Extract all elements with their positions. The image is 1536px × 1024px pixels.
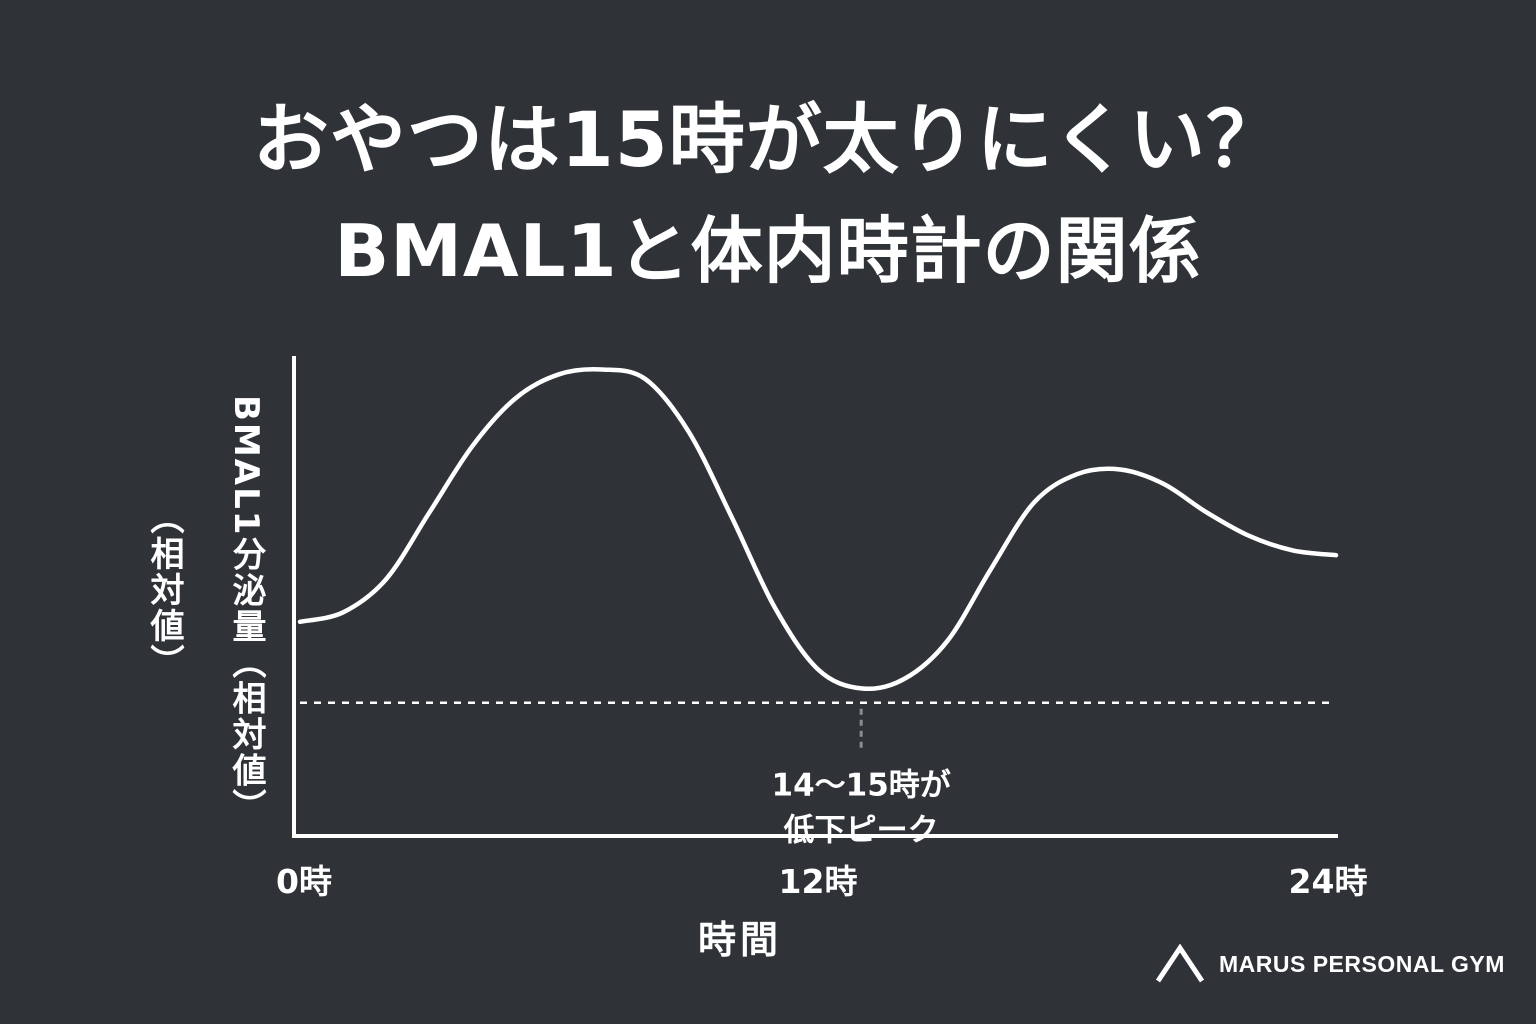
- x-tick-label: 12時: [779, 862, 858, 901]
- x-tick-label: 24時: [1289, 862, 1368, 901]
- y-axis-label: BMAL1分泌量（相対値）: [226, 395, 266, 825]
- x-axis-label: 時間: [698, 918, 782, 962]
- mountain-logo-icon: [1155, 944, 1205, 983]
- brand-name: MARUS PERSONAL GYM: [1219, 950, 1505, 977]
- annotation-label-line2: 低下ピーク: [783, 813, 939, 849]
- x-tick-label: 0時: [276, 862, 332, 901]
- annotation-label-line1: 14〜15時が: [772, 768, 951, 804]
- brand-logo: MARUS PERSONAL GYM: [1155, 944, 1505, 984]
- chart-title-line2: BMAL1と体内時計の関係: [334, 209, 1202, 293]
- y-axis-label-paren: （相対値）: [144, 500, 184, 680]
- chart-title-line1: おやつは15時が太りにくい？: [252, 95, 1284, 184]
- series-line: [297, 366, 1339, 692]
